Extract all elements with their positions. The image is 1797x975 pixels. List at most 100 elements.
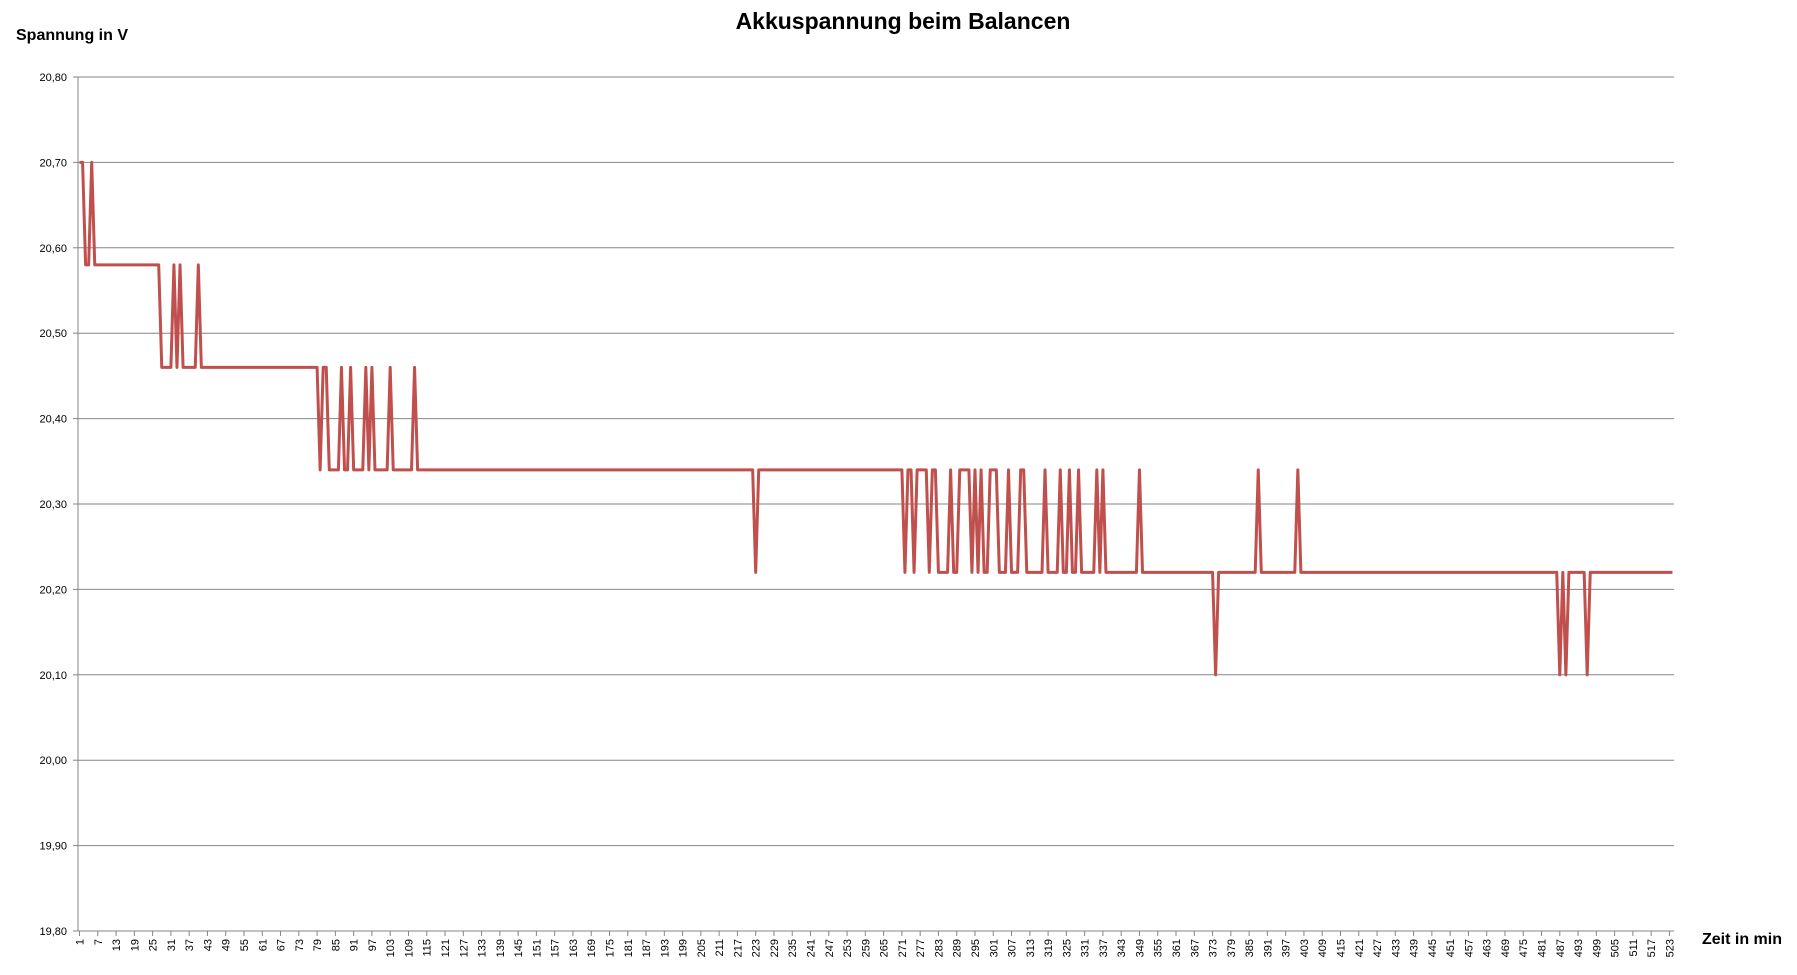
x-tick-label: 235 [787,939,799,957]
x-tick-label: 259 [860,939,872,957]
x-tick-label: 7 [93,939,105,945]
x-tick-label: 469 [1500,939,1512,957]
y-tick-label: 20,70 [39,157,67,169]
x-tick-label: 91 [349,939,361,951]
x-tick-label: 499 [1591,939,1603,957]
x-tick-label: 463 [1482,939,1494,957]
x-tick-label: 523 [1664,939,1676,957]
x-tick-label: 73 [294,939,306,951]
x-tick-label: 151 [531,939,543,957]
x-tick-label: 61 [257,939,269,951]
x-tick-label: 367 [1189,939,1201,957]
x-tick-label: 457 [1463,939,1475,957]
x-tick-label: 511 [1628,939,1640,957]
x-tick-label: 421 [1354,939,1366,957]
y-tick-label: 19,90 [39,841,67,853]
x-tick-label: 385 [1244,939,1256,957]
x-tick-label: 19 [129,939,141,951]
y-tick-label: 20,80 [39,72,67,84]
x-tick-label: 37 [184,939,196,951]
x-tick-label: 331 [1080,939,1092,957]
x-tick-label: 49 [221,939,233,951]
x-tick-label: 79 [312,939,324,951]
x-tick-label: 109 [403,939,415,957]
x-tick-label: 121 [440,939,452,957]
y-tick-label: 20,60 [39,243,67,255]
x-tick-label: 265 [879,939,891,957]
x-tick-label: 451 [1445,939,1457,957]
x-tick-label: 229 [769,939,781,957]
x-tick-label: 85 [330,939,342,951]
x-tick-label: 181 [623,939,635,957]
x-tick-label: 199 [678,939,690,957]
x-tick-label: 505 [1610,939,1622,957]
x-axis-label: Zeit in min [1702,931,1782,948]
x-tick-label: 481 [1537,939,1549,957]
y-tick-label: 19,80 [39,926,67,938]
y-tick-label: 20,50 [39,328,67,340]
x-tick-label: 175 [604,939,616,957]
x-tick-label: 409 [1317,939,1329,957]
x-tick-label: 253 [842,939,854,957]
y-tick-label: 20,10 [39,670,67,682]
x-tick-label: 43 [202,939,214,951]
x-tick-label: 67 [276,939,288,951]
x-tick-label: 283 [933,939,945,957]
x-tick-label: 313 [1025,939,1037,957]
x-tick-label: 439 [1409,939,1421,957]
x-tick-label: 391 [1262,939,1274,957]
x-tick-label: 103 [385,939,397,957]
x-tick-label: 1 [75,939,87,945]
x-tick-label: 517 [1646,939,1658,957]
x-tick-label: 427 [1372,939,1384,957]
x-tick-label: 127 [458,939,470,957]
x-tick-label: 373 [1208,939,1220,957]
x-tick-label: 289 [952,939,964,957]
x-tick-label: 475 [1518,939,1530,957]
x-tick-label: 31 [166,939,178,951]
x-tick-label: 319 [1043,939,1055,957]
x-tick-label: 187 [641,939,653,957]
x-tick-label: 343 [1116,939,1128,957]
x-tick-label: 97 [367,939,379,951]
y-tick-label: 20,20 [39,584,67,596]
x-tick-label: 295 [970,939,982,957]
x-tick-label: 415 [1335,939,1347,957]
x-tick-label: 349 [1134,939,1146,957]
x-tick-label: 301 [988,939,1000,957]
x-tick-label: 205 [696,939,708,957]
x-tick-label: 25 [148,939,160,951]
x-tick-label: 433 [1390,939,1402,957]
chart-title: Akkuspannung beim Balancen [736,8,1071,34]
x-tick-label: 337 [1098,939,1110,957]
x-tick-label: 241 [806,939,818,957]
x-tick-label: 211 [714,939,726,957]
x-tick-label: 115 [422,939,434,957]
x-tick-label: 247 [824,939,836,957]
x-tick-label: 325 [1061,939,1073,957]
y-tick-label: 20,00 [39,755,67,767]
x-tick-label: 217 [732,939,744,957]
x-tick-label: 403 [1299,939,1311,957]
x-tick-label: 271 [897,939,909,957]
x-tick-label: 487 [1555,939,1567,957]
x-tick-label: 193 [659,939,671,957]
x-tick-label: 13 [111,939,123,951]
y-tick-label: 20,30 [39,499,67,511]
x-tick-label: 169 [586,939,598,957]
x-tick-label: 493 [1573,939,1585,957]
x-tick-label: 397 [1281,939,1293,957]
x-tick-label: 139 [495,939,507,957]
data-line [79,160,1673,677]
x-tick-label: 379 [1226,939,1238,957]
x-tick-label: 445 [1427,939,1439,957]
y-axis-label: Spannung in V [16,27,128,44]
x-tick-label: 361 [1171,939,1183,957]
x-tick-label: 277 [915,939,927,957]
x-tick-label: 307 [1007,939,1019,957]
x-tick-label: 223 [751,939,763,957]
x-tick-label: 157 [550,939,562,957]
x-tick-label: 133 [477,939,489,957]
x-tick-label: 145 [513,939,525,957]
